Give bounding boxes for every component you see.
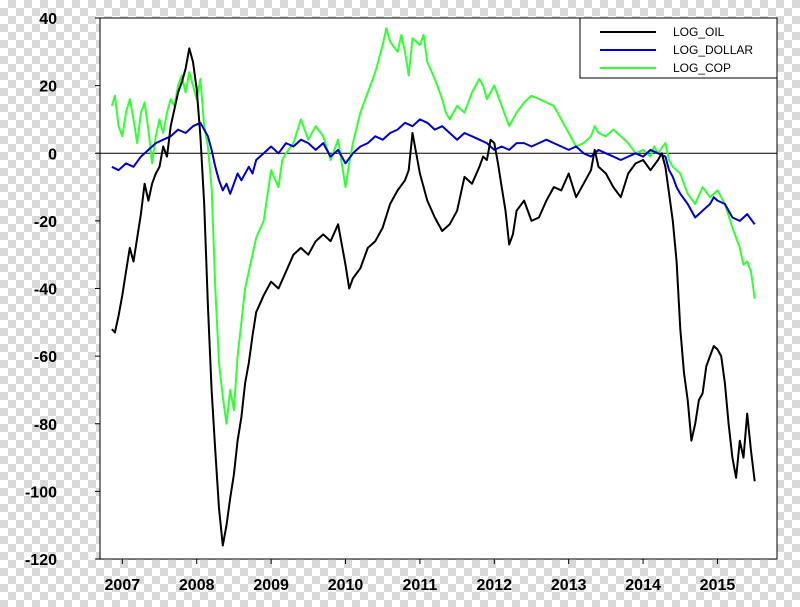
- x-tick-label: 2010: [328, 577, 364, 594]
- x-tick-label: 2009: [253, 577, 289, 594]
- x-tick-label: 2015: [700, 577, 736, 594]
- y-tick-label: 0: [48, 146, 57, 163]
- legend-label-dollar: LOG_DOLLAR: [673, 43, 753, 57]
- legend-label-cop: LOG_COP: [673, 61, 731, 75]
- y-tick-label: -40: [34, 282, 57, 299]
- x-tick-label: 2013: [551, 577, 587, 594]
- y-tick-label: -60: [34, 349, 57, 366]
- x-tick-label: 2008: [179, 577, 215, 594]
- plot-area: [99, 17, 778, 560]
- y-tick-label: -80: [34, 417, 57, 434]
- series-layer: [110, 27, 756, 547]
- series-line-dollar: [111, 118, 756, 225]
- x-tick-label: 2007: [105, 577, 141, 594]
- legend-label-oil: LOG_OIL: [673, 25, 725, 39]
- y-tick-label: -120: [25, 552, 57, 569]
- y-axis: 40 20 0 -20 -40 -60 -80 -100 -120: [25, 11, 100, 569]
- x-axis: 2007 2008 2009 2010 2011 2012 2013 2014 2015: [105, 559, 736, 594]
- legend: LOG_OIL LOG_DOLLAR LOG_COP: [579, 17, 778, 79]
- series-line-oil: [111, 47, 756, 547]
- x-tick-label: 2012: [476, 577, 512, 594]
- y-tick-label: -100: [25, 484, 57, 501]
- x-tick-label: 2011: [403, 577, 438, 594]
- x-tick-label: 2014: [625, 577, 661, 594]
- y-tick-label: 40: [39, 11, 57, 28]
- y-tick-label: 20: [39, 79, 57, 96]
- y-tick-label: -20: [34, 214, 57, 231]
- series-line-cop: [110, 27, 756, 425]
